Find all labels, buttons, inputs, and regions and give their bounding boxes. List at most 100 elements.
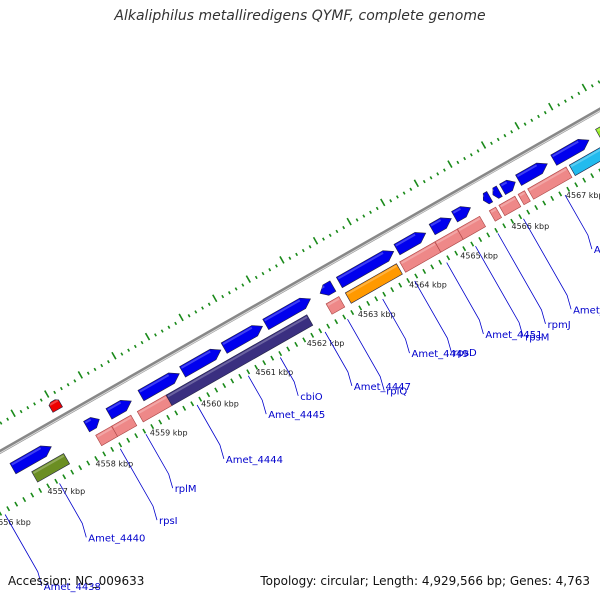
- inner-tick: [62, 474, 67, 480]
- gene-feature[interactable]: [393, 228, 429, 256]
- gene-feature[interactable]: [527, 166, 573, 200]
- gene-feature[interactable]: [136, 394, 173, 423]
- gene-feature[interactable]: [325, 296, 346, 315]
- gene-feature[interactable]: [137, 368, 182, 402]
- gene-feature[interactable]: [488, 206, 503, 222]
- gene-label[interactable]: Amet_4449: [412, 349, 469, 360]
- gene-feature[interactable]: [83, 414, 103, 433]
- outer-tick: [127, 348, 131, 352]
- gene-feature[interactable]: [9, 441, 54, 475]
- gene-label[interactable]: rpsI: [159, 516, 178, 527]
- gene-feature[interactable]: [111, 414, 138, 437]
- inner-tick: [118, 442, 123, 448]
- gene-feature[interactable]: [165, 314, 314, 406]
- outer-tick: [53, 390, 57, 395]
- gene-feature[interactable]: [262, 294, 314, 331]
- gene-feature[interactable]: [490, 185, 503, 200]
- gene-feature-shape: [111, 414, 138, 437]
- gene-label[interactable]: Amet_4438: [44, 582, 101, 593]
- gene-feature[interactable]: [515, 159, 551, 186]
- gene-label[interactable]: rplQ: [386, 387, 407, 398]
- outer-tick: [212, 294, 218, 303]
- gene-feature[interactable]: [48, 398, 63, 413]
- gene-feature[interactable]: [220, 321, 265, 354]
- gene-label[interactable]: Amet_4451: [485, 330, 542, 341]
- inner-tick: [446, 255, 451, 261]
- gene-feature[interactable]: [498, 195, 522, 217]
- gene-feature[interactable]: [335, 246, 396, 289]
- gene-feature[interactable]: [480, 191, 494, 205]
- inner-tick: [422, 268, 427, 275]
- inner-tick: [158, 419, 163, 425]
- gene-feature-highlight: [401, 243, 436, 264]
- inner-tick: [102, 451, 107, 457]
- gene-feature[interactable]: [499, 177, 519, 196]
- inner-tick: [574, 182, 579, 188]
- gene-feature[interactable]: [517, 190, 531, 206]
- inner-tick: [198, 396, 203, 402]
- gene-label[interactable]: Amet_4455: [594, 245, 600, 256]
- inner-tick: [30, 492, 35, 498]
- gene-label[interactable]: Amet_4445: [268, 410, 325, 421]
- gene-feature-shape: [220, 325, 263, 354]
- gene-feature-highlight: [491, 188, 495, 192]
- gene-feature[interactable]: [105, 396, 134, 420]
- label-leader-line: [119, 448, 158, 521]
- inner-tick: [230, 378, 235, 384]
- outer-tick: [133, 344, 137, 349]
- inner-tick: [590, 173, 595, 179]
- label-leader-line: [247, 375, 267, 415]
- gene-label[interactable]: rplM: [175, 484, 197, 495]
- gene-feature[interactable]: [344, 263, 403, 304]
- gene-feature[interactable]: [451, 202, 474, 223]
- label-leader-line: [196, 404, 225, 460]
- outer-tick: [279, 256, 285, 264]
- gene-label[interactable]: rpsM: [525, 333, 549, 344]
- gene-feature[interactable]: [550, 135, 592, 166]
- gene-feature[interactable]: [179, 345, 224, 378]
- inner-tick: [46, 483, 51, 489]
- gene-label[interactable]: Amet_4440: [88, 533, 145, 544]
- outer-tick: [563, 99, 567, 103]
- gene-feature[interactable]: [428, 213, 454, 236]
- gene-feature[interactable]: [317, 280, 337, 299]
- gene-feature-shape: [262, 297, 311, 331]
- gene-feature[interactable]: [456, 215, 487, 240]
- outer-tick: [73, 379, 77, 383]
- outer-tick: [436, 172, 440, 176]
- outer-tick: [10, 409, 16, 418]
- gene-feature-shape: [335, 250, 395, 289]
- gene-feature-highlight: [107, 401, 122, 411]
- outer-tick: [514, 121, 520, 130]
- outer-tick: [380, 198, 386, 207]
- gene-feature[interactable]: [568, 144, 600, 176]
- outer-tick: [395, 195, 399, 199]
- outer-tick: [0, 421, 3, 425]
- gene-label[interactable]: rpmJ: [548, 320, 571, 331]
- outer-tick: [503, 133, 507, 138]
- gene-label[interactable]: Amet_4444: [226, 455, 283, 466]
- outer-tick: [301, 248, 305, 253]
- gene-label[interactable]: rpsD: [453, 348, 477, 359]
- inner-tick: [318, 328, 323, 334]
- gene-feature-shape: [319, 280, 337, 296]
- inner-tick: [238, 373, 243, 379]
- outer-tick: [100, 363, 104, 368]
- gene-label[interactable]: Amet_4447: [354, 382, 411, 393]
- scale-label: 4560 kbp: [201, 399, 239, 408]
- outer-tick: [194, 310, 198, 314]
- outer-tick: [174, 321, 178, 326]
- outer-tick: [86, 371, 90, 375]
- outer-tick: [275, 264, 278, 268]
- gene-feature-highlight: [11, 447, 42, 466]
- inner-tick: [278, 351, 283, 357]
- inner-tick: [70, 469, 75, 475]
- label-leader-line: [382, 298, 410, 354]
- gene-label[interactable]: Amet_4454: [573, 305, 600, 316]
- inner-tick: [94, 455, 99, 462]
- gene-label[interactable]: cbiO: [300, 392, 323, 403]
- outer-tick: [261, 271, 265, 276]
- gene-feature[interactable]: [31, 453, 71, 483]
- gene-feature-highlight: [490, 208, 497, 213]
